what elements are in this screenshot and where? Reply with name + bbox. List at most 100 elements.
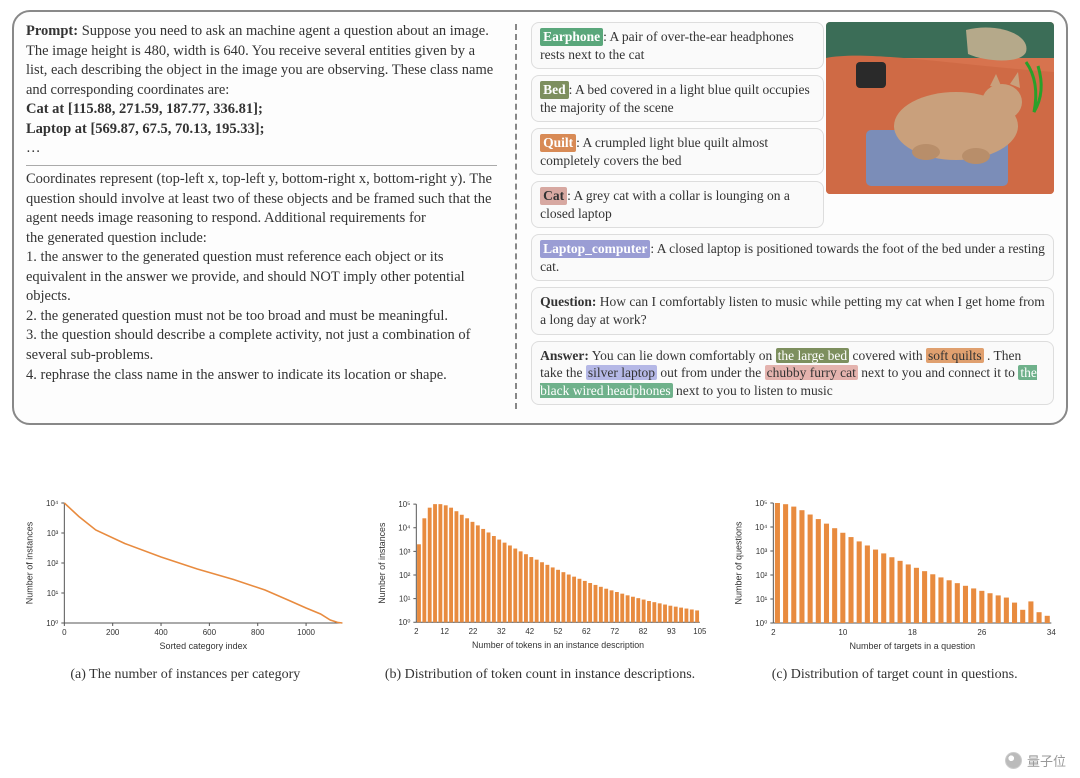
prompt-r3: 3. the question should describe a comple… <box>26 327 470 363</box>
svg-text:10⁴: 10⁴ <box>398 524 410 533</box>
svg-text:10¹: 10¹ <box>399 595 411 604</box>
entity-panel: Earphone: A pair of over-the-ear headpho… <box>523 22 1054 411</box>
a-pre: You can lie down comfortably on <box>589 348 776 363</box>
hl-laptop: silver laptop <box>586 365 657 380</box>
svg-text:10³: 10³ <box>399 548 411 557</box>
charts-row: 10⁰ 10¹ 10² 10³ 10⁴ 0 200 400 600 800 1000 Sorted c… <box>18 495 1062 684</box>
svg-text:400: 400 <box>154 628 168 637</box>
svg-text:10³: 10³ <box>47 529 59 538</box>
entity-laptop: Laptop_computer: A closed laptop is posi… <box>531 234 1054 281</box>
svg-text:32: 32 <box>497 627 506 636</box>
svg-text:62: 62 <box>582 627 591 636</box>
svg-text:10: 10 <box>839 628 848 637</box>
svg-text:82: 82 <box>638 627 647 636</box>
prompt-intro: Suppose you need to ask an machine agent… <box>26 23 493 98</box>
question-bubble: Question: How can I comfortably listen t… <box>531 287 1054 334</box>
watermark: 量子位 <box>1005 751 1066 770</box>
watermark-text: 量子位 <box>1027 751 1066 770</box>
svg-text:0: 0 <box>62 628 67 637</box>
svg-text:200: 200 <box>106 628 120 637</box>
prompt-label: Prompt: <box>26 23 78 39</box>
prompt-r1: 1. the answer to the generated question … <box>26 249 465 304</box>
entity-quilt: Quilt: A crumpled light blue quilt almos… <box>531 128 824 175</box>
question-text: How can I comfortably listen to music wh… <box>540 294 1045 327</box>
example-image <box>826 22 1054 194</box>
svg-text:800: 800 <box>251 628 265 637</box>
hl-quilt: soft quilts <box>926 348 984 363</box>
answer-label: Answer: <box>540 348 589 363</box>
a-mid1: covered with <box>849 348 926 363</box>
svg-text:10⁰: 10⁰ <box>46 619 58 628</box>
vertical-divider <box>515 24 517 409</box>
entity-earphone: Earphone: A pair of over-the-ear headpho… <box>531 22 824 69</box>
tag-cat: Cat <box>540 187 567 205</box>
svg-text:10⁴: 10⁴ <box>46 499 59 508</box>
prompt-panel: Prompt: Suppose you need to ask an machi… <box>26 22 509 411</box>
svg-text:10¹: 10¹ <box>756 595 768 604</box>
svg-text:600: 600 <box>203 628 217 637</box>
prompt-r4: 4. rephrase the class name in the answer… <box>26 367 447 383</box>
svg-text:10⁰: 10⁰ <box>398 618 410 627</box>
chart-c-panel: 10⁰ 10¹ 10² 10³ 10⁴ 10⁵ 2 10 18 26 34 Number of tar… <box>727 495 1062 684</box>
tag-quilt: Quilt <box>540 134 576 152</box>
caption-c: (c) Distribution of target count in ques… <box>727 666 1062 684</box>
svg-text:Number of questions: Number of questions <box>734 521 744 605</box>
svg-text:Number of tokens in an instanc: Number of tokens in an instance descript… <box>472 640 644 650</box>
tag-earphone: Earphone <box>540 28 603 46</box>
caption-a: (a) The number of instances per category <box>18 666 353 684</box>
svg-text:2: 2 <box>771 628 776 637</box>
svg-text:10³: 10³ <box>756 547 768 556</box>
svg-text:72: 72 <box>610 627 619 636</box>
svg-text:1000: 1000 <box>297 628 315 637</box>
text-cat: : A grey cat with a collar is lounging o… <box>540 188 790 221</box>
tag-laptop: Laptop_computer <box>540 240 650 258</box>
svg-text:10²: 10² <box>399 571 411 580</box>
figure-box: Prompt: Suppose you need to ask an machi… <box>12 10 1068 425</box>
svg-text:10²: 10² <box>756 571 768 580</box>
entity-bed: Bed: A bed covered in a light blue quilt… <box>531 75 824 122</box>
svg-text:12: 12 <box>440 627 449 636</box>
svg-text:42: 42 <box>525 627 534 636</box>
a-mid3: out from under the <box>657 365 765 380</box>
svg-text:Number of instances: Number of instances <box>376 522 386 604</box>
hl-cat: chubby furry cat <box>765 365 858 380</box>
entity-cat: Cat: A grey cat with a collar is loungin… <box>531 181 824 228</box>
svg-text:22: 22 <box>468 627 477 636</box>
prompt-coords: Coordinates represent (top-left x, top-l… <box>26 171 492 226</box>
chart-a-panel: 10⁰ 10¹ 10² 10³ 10⁴ 0 200 400 600 800 1000 Sorted c… <box>18 495 353 684</box>
chart-b: 10⁰ 10¹ 10² 10³ 10⁴ 10⁵ 2 12 22 32 42 52 62 72 82 93 105… <box>373 495 708 655</box>
prompt-obj1: Cat at [115.88, 271.59, 187.77, 336.81]; <box>26 101 263 117</box>
svg-text:10⁴: 10⁴ <box>755 523 768 532</box>
text-bed: : A bed covered in a light blue quilt oc… <box>540 82 810 115</box>
svg-text:Number of targets in a questio: Number of targets in a question <box>850 641 976 651</box>
prompt-reqhead: the generated question include: <box>26 230 207 246</box>
prompt-r2: 2. the generated question must not be to… <box>26 308 448 324</box>
svg-text:52: 52 <box>553 627 562 636</box>
svg-text:105: 105 <box>693 627 707 636</box>
a-post: next to you to listen to music <box>673 383 833 398</box>
svg-text:2: 2 <box>414 627 418 636</box>
hl-bed: the large bed <box>776 348 849 363</box>
a-mid4: next to you and connect it to <box>858 365 1018 380</box>
chart-b-panel: 10⁰ 10¹ 10² 10³ 10⁴ 10⁵ 2 12 22 32 42 52 62 72 82 93 105… <box>373 495 708 684</box>
answer-bubble: Answer: You can lie down comfortably on … <box>531 341 1054 406</box>
svg-text:10⁵: 10⁵ <box>755 499 767 508</box>
svg-text:10²: 10² <box>47 559 59 568</box>
svg-text:Number of instances: Number of instances <box>24 521 34 604</box>
question-label: Question: <box>540 294 596 309</box>
prompt-divider <box>26 165 497 166</box>
tag-bed: Bed <box>540 81 569 99</box>
svg-text:93: 93 <box>667 627 676 636</box>
svg-text:10¹: 10¹ <box>47 589 59 598</box>
svg-text:10⁵: 10⁵ <box>398 500 410 509</box>
svg-text:18: 18 <box>908 628 917 637</box>
prompt-ellipsis: … <box>26 140 41 156</box>
svg-text:34: 34 <box>1047 628 1056 637</box>
svg-text:10⁰: 10⁰ <box>756 619 768 628</box>
caption-b: (b) Distribution of token count in insta… <box>373 666 708 684</box>
svg-text:Sorted category index: Sorted category index <box>160 641 248 651</box>
watermark-icon <box>1005 752 1022 769</box>
prompt-obj2: Laptop at [569.87, 67.5, 70.13, 195.33]; <box>26 121 264 137</box>
svg-text:26: 26 <box>978 628 987 637</box>
chart-a: 10⁰ 10¹ 10² 10³ 10⁴ 0 200 400 600 800 1000 Sorted c… <box>18 495 353 655</box>
